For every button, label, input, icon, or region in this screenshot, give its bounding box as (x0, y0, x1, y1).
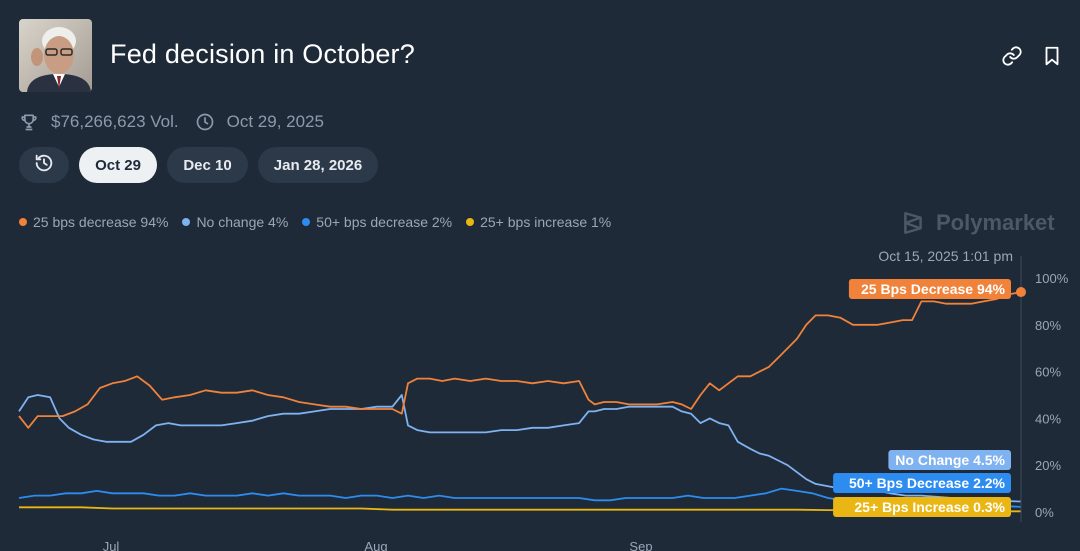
legend-label: 25+ bps increase 1% (480, 214, 612, 230)
series-end-label-bg (848, 279, 1011, 299)
legend-item: No change 4% (182, 214, 288, 230)
link-icon[interactable] (1001, 45, 1023, 67)
legend-dot (466, 218, 475, 226)
series-end-label-text: No Change 4.5% (895, 452, 1005, 468)
series-end-label-text: 50+ Bps Decrease 2.2% (849, 475, 1006, 491)
hover-timestamp: Oct 15, 2025 1:01 pm (878, 248, 1013, 264)
brand-name: Polymarket (936, 210, 1055, 235)
series-end-label-bg (833, 497, 1011, 517)
series-end-label-bg (833, 473, 1011, 493)
volume-text: $76,266,623 Vol. (51, 112, 179, 131)
series-line-1 (18, 394, 1022, 503)
legend-item: 50+ bps decrease 2% (302, 214, 452, 230)
x-tick-label: Sep (629, 539, 652, 551)
legend-dot (302, 218, 311, 226)
series-line-2 (18, 487, 1022, 508)
y-tick-label: 40% (1035, 411, 1061, 426)
series-end-label-text: 25+ Bps Increase 0.3% (854, 499, 1005, 515)
series-line-0 (18, 291, 1022, 429)
series-end-dot (1016, 287, 1026, 298)
market-meta: $76,266,623 Vol. Oct 29, 2025 (19, 110, 324, 134)
date-tabs: Oct 29 Dec 10 Jan 28, 2026 (19, 147, 378, 183)
y-tick-label: 0% (1035, 505, 1054, 520)
series-end-label: 50+ Bps Decrease 2.2% (833, 473, 1011, 493)
page-title: Fed decision in October? (110, 39, 415, 69)
trophy-icon (19, 112, 39, 132)
series-end-label: 25 Bps Decrease 94% (848, 279, 1011, 299)
market-header: Fed decision in October? (19, 19, 1063, 92)
polymarket-logo-icon (904, 212, 922, 234)
legend-label: 50+ bps decrease 2% (316, 214, 453, 230)
polymarket-watermark: Polymarket (900, 210, 1055, 236)
series-end-label-text: 25 Bps Decrease 94% (861, 281, 1006, 297)
legend-label: 25 bps decrease 94% (33, 214, 169, 230)
y-tick-label: 60% (1035, 365, 1061, 380)
x-tick-label: Jul (103, 539, 120, 551)
y-tick-label: 20% (1035, 458, 1061, 473)
history-icon (33, 152, 55, 178)
bookmark-icon[interactable] (1041, 45, 1063, 67)
end-date-text: Oct 29, 2025 (226, 112, 324, 131)
y-tick-label: 80% (1035, 318, 1061, 333)
series-end-label: 25+ Bps Increase 0.3% (833, 497, 1011, 517)
legend-dot (182, 218, 191, 226)
legend-label: No change 4% (196, 214, 289, 230)
series-end-label-bg (888, 450, 1011, 470)
chart-legend: 25 bps decrease 94% No change 4% 50+ bps… (19, 214, 611, 230)
clock-icon (195, 112, 215, 132)
tab-jan-28-2026[interactable]: Jan 28, 2026 (258, 147, 378, 183)
tab-dec-10[interactable]: Dec 10 (167, 147, 248, 183)
price-chart[interactable]: Oct 15, 2025 1:01 pm 0%20%40%60%80%100% … (0, 240, 1080, 551)
legend-item: 25+ bps increase 1% (466, 214, 611, 230)
series-end-label: No Change 4.5% (888, 450, 1011, 470)
x-tick-label: Aug (364, 539, 387, 551)
y-tick-label: 100% (1035, 271, 1069, 286)
legend-dot (19, 218, 27, 226)
history-button[interactable] (19, 147, 69, 183)
tab-oct-29[interactable]: Oct 29 (79, 147, 157, 183)
market-avatar (19, 19, 92, 92)
legend-item: 25 bps decrease 94% (19, 214, 168, 230)
